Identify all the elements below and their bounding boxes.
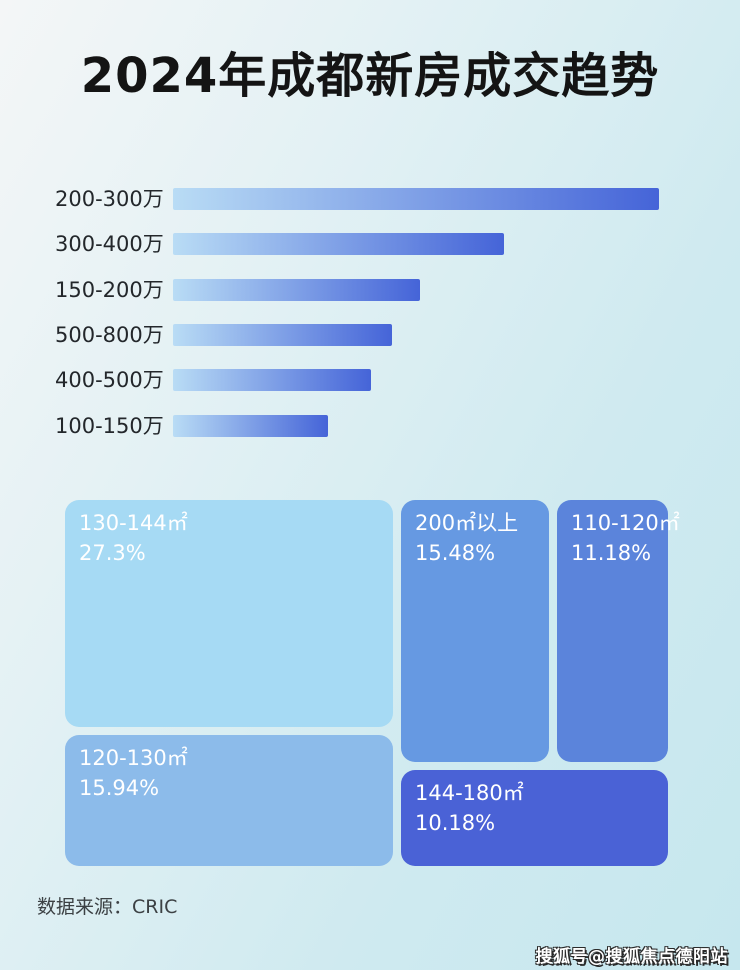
cell-area-label: 110-120㎡ [571,511,680,535]
bar-row: 100-150万 [0,414,740,438]
cell-percent-value: 11.18% [571,541,652,565]
bar-500-800 [173,324,392,346]
bar-category-label: 100-150万 [55,413,164,438]
treemap-cell-110-120: 110-120㎡ 11.18% [557,500,680,762]
treemap-cell-120-130: 120-130㎡ 15.94% [65,735,393,866]
cell-area-label: 120-130㎡ [79,746,188,770]
bar-row: 150-200万 [0,278,740,302]
watermark: 搜狐号@搜狐焦点德阳站 [535,947,728,967]
bar-category-label: 150-200万 [55,277,164,302]
bar-category-label: 200-300万 [55,186,164,211]
bar-150-200 [173,279,420,301]
treemap-cell-130-144: 130-144㎡ 27.3% [65,500,393,727]
bar-300-400 [173,233,504,255]
cell-percent-value: 15.48% [415,541,496,565]
bar-row: 500-800万 [0,323,740,347]
bar-100-150 [173,415,328,437]
bar-200-300 [173,188,659,210]
data-source-note: 数据来源：CRIC [37,896,178,918]
cell-area-label: 144-180㎡ [415,781,524,805]
bar-row: 400-500万 [0,368,740,392]
bar-row: 200-300万 [0,187,740,211]
bar-category-label: 300-400万 [55,231,164,256]
cell-percent-value: 27.3% [79,541,146,565]
treemap-cell-200-plus: 200㎡以上 15.48% [401,500,549,762]
bar-400-500 [173,369,371,391]
page-title: 2024年成都新房成交趋势 [80,48,660,104]
cell-percent-value: 10.18% [415,811,496,835]
area-share-treemap: 130-144㎡ 27.3% 200㎡以上 15.48% 110-120㎡ 11… [65,500,680,866]
bar-row: 300-400万 [0,232,740,256]
cell-percent-value: 15.94% [79,776,160,800]
cell-area-label: 200㎡以上 [415,511,519,535]
treemap-cell-144-180: 144-180㎡ 10.18% [401,770,668,866]
cell-area-label: 130-144㎡ [79,511,188,535]
bar-category-label: 400-500万 [55,367,164,392]
bar-category-label: 500-800万 [55,322,164,347]
